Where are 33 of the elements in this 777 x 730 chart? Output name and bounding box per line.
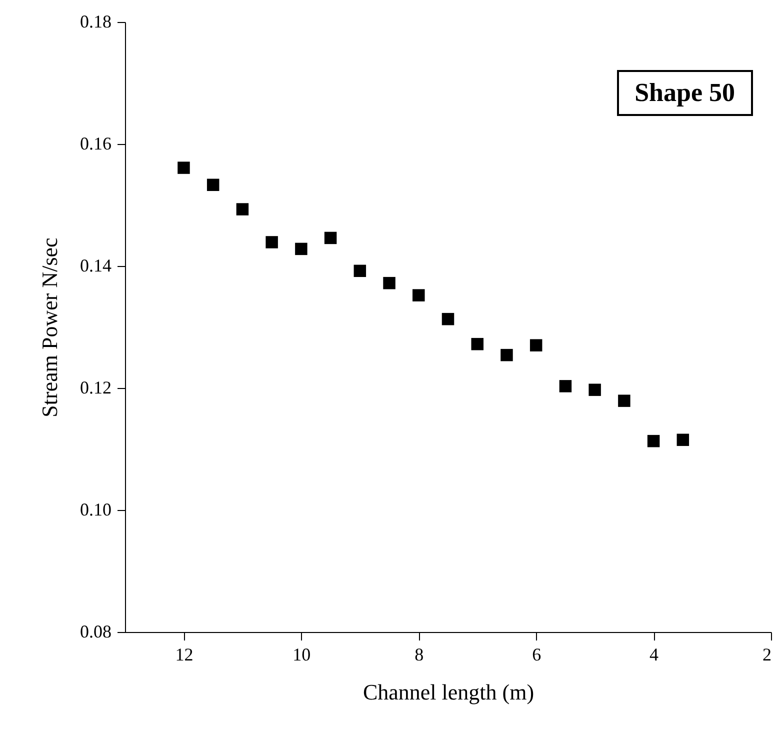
point — [178, 162, 190, 174]
point — [530, 339, 542, 352]
y-tick-label: 0.16 — [80, 134, 112, 154]
point — [354, 264, 366, 278]
point — [383, 276, 396, 290]
point — [324, 232, 337, 244]
point — [676, 434, 690, 446]
point — [442, 312, 454, 326]
y-tick-label: 0.18 — [80, 12, 112, 32]
point — [500, 348, 513, 362]
point — [266, 236, 278, 248]
x-tick-label: 8 — [414, 644, 424, 664]
x-tick-label: 6 — [532, 644, 542, 664]
point — [559, 380, 572, 392]
x-tick-label: 2 — [762, 644, 772, 664]
x-axis-title: Channel length (m) — [362, 680, 534, 704]
point — [206, 178, 220, 191]
point — [295, 242, 308, 256]
point — [236, 203, 249, 216]
y-tick-label: 0.10 — [80, 500, 112, 520]
y-tick-label: 0.14 — [80, 256, 112, 276]
y-axis-title: Stream Power N/sec — [37, 237, 62, 418]
x-tick-label: 12 — [175, 644, 194, 664]
y-tick-label: 0.08 — [80, 622, 112, 642]
point — [618, 394, 630, 407]
x-tick-label: 10 — [292, 644, 311, 664]
point — [588, 384, 601, 396]
annotation: Shape 50 — [616, 70, 753, 116]
x-tick-label: 4 — [650, 644, 659, 664]
point — [471, 338, 484, 350]
point — [412, 289, 425, 302]
point — [647, 434, 660, 448]
y-tick-label: 0.12 — [80, 378, 112, 398]
